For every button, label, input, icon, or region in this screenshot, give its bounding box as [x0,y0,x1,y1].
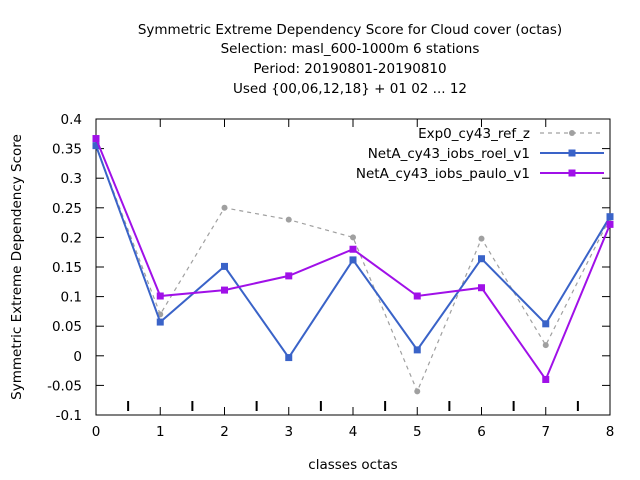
data-point [349,245,357,253]
data-point [606,220,614,228]
legend-label: Exp0_cy43_ref_z [418,126,530,142]
data-point [606,213,614,221]
legend: Exp0_cy43_ref_z NetA_cy43_iobs_roel_v1 Net… [356,126,604,182]
chart-title: Symmetric Extreme Dependency Score for C… [138,22,562,97]
data-point [285,216,292,223]
data-point [156,318,164,326]
data-point [285,354,293,362]
plot-area-border [95,118,611,416]
data-point [542,375,550,383]
y-tick-label: 0.15 [52,260,82,276]
y-tick-label: -0.1 [56,408,82,424]
y-tick-label: 0.3 [61,171,82,187]
y-tick-label: 0.4 [61,112,82,128]
y-tick-label: 0.35 [52,142,82,158]
x-axis: 0 1 2 3 4 5 6 7 8 [92,119,615,440]
x-tick-label: 7 [541,424,550,440]
legend-label: NetA_cy43_iobs_paulo_v1 [356,166,530,182]
legend-marker [568,149,576,157]
y-tick-label: 0.25 [52,201,82,217]
x-tick-label: 6 [477,424,486,440]
legend-marker [568,169,576,177]
legend-marker [569,130,575,136]
y-tick-label: 0.2 [61,230,82,246]
x-tick-label: 4 [349,424,358,440]
data-point [478,255,485,263]
x-tick-label: 8 [606,424,615,440]
chart-title-line-4: Used {00,06,12,18} + 01 02 ... 12 [233,81,467,97]
data-point [92,142,100,150]
y-tick-label: 0 [73,349,82,365]
data-point [542,320,550,328]
legend-label: NetA_cy43_iobs_roel_v1 [368,146,530,162]
data-point [221,262,228,270]
data-point [156,292,164,300]
x-tick-label: 2 [220,424,229,440]
x-tick-label: 3 [284,424,293,440]
data-point [413,346,421,354]
data-point [542,342,549,349]
y-tick-label: 0.05 [52,319,82,335]
data-point [478,284,485,292]
x-tick-label: 0 [92,424,101,440]
x-axis-label: classes octas [308,457,397,473]
data-point [221,204,228,211]
data-point [350,234,356,241]
y-axis-label: Symmetric Extreme Dependency Score [9,134,25,400]
data-point [414,388,421,395]
data-point [92,135,100,143]
data-point [413,292,421,300]
chart-title-line-1: Symmetric Extreme Dependency Score for C… [138,22,562,38]
y-tick-label: 0.1 [61,290,82,306]
data-point [221,286,228,294]
y-tick-label: -0.05 [47,378,82,394]
series-layer [92,135,614,395]
data-point [285,272,293,280]
x-tick-label: 5 [413,424,422,440]
y-axis: -0.1 -0.05 0 0.05 0.1 0.15 0.2 0.25 0.3 0.35 0.4 [47,112,610,424]
data-point [349,256,357,264]
series-line-1 [95,145,611,393]
data-point [478,235,485,242]
chart-title-line-3: Period: 20190801-20190810 [253,61,446,77]
chart-title-line-2: Selection: masl_600-1000m 6 stations [221,41,480,57]
x-tick-label: 1 [156,424,165,440]
